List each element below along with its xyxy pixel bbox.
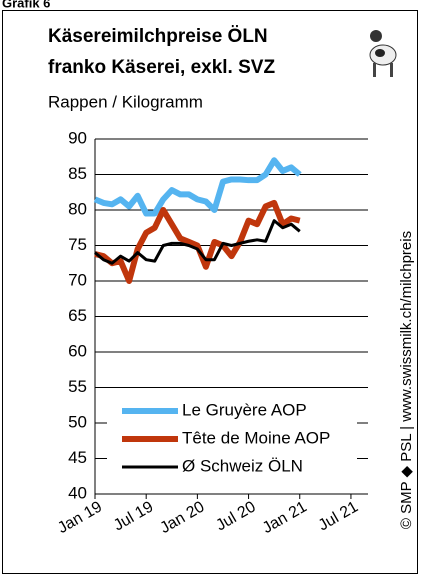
legend-label: Le Gruyère AOP — [182, 400, 307, 419]
y-tick-label: 40 — [68, 483, 87, 502]
x-tick-label: Jul 19 — [111, 498, 157, 534]
x-tick-label: Jan 20 — [157, 498, 207, 537]
source: © SMP ◆ PSL | www.swissmilk.ch/milchprei… — [398, 231, 415, 529]
series-line — [95, 221, 300, 264]
y-tick-label: 45 — [68, 448, 87, 467]
legend-label: Tête de Moine AOP — [182, 428, 330, 447]
y-tick-label: 70 — [68, 270, 87, 289]
series-line — [95, 203, 300, 281]
x-tick-label: Jan 21 — [260, 498, 310, 537]
y-tick-label: 65 — [68, 306, 87, 325]
y-tick-label: 85 — [68, 164, 87, 183]
chart-title: franko Käserei, exkl. SVZ — [48, 57, 275, 78]
y-tick-label: 90 — [68, 128, 87, 147]
y-tick-label: 50 — [68, 412, 87, 431]
header: Grafik 6 — [2, 0, 50, 10]
y-tick-label: 60 — [68, 341, 87, 360]
chart-subtitle: Rappen / Kilogramm — [48, 92, 203, 111]
x-tick-label: Jul 20 — [213, 498, 259, 534]
cow-icon — [370, 30, 396, 77]
x-tick-label: Jan 19 — [55, 498, 105, 537]
x-tick-label: Jul 21 — [316, 498, 362, 534]
chart: Grafik 6 Käsereimilchpreise ÖLN franko K… — [0, 0, 423, 576]
y-tick-label: 55 — [68, 377, 87, 396]
y-tick-label: 80 — [68, 199, 87, 218]
y-tick-label: 75 — [68, 235, 87, 254]
legend-label: Ø Schweiz ÖLN — [182, 456, 303, 475]
chart-title: Käsereimilchpreise ÖLN — [48, 26, 268, 47]
